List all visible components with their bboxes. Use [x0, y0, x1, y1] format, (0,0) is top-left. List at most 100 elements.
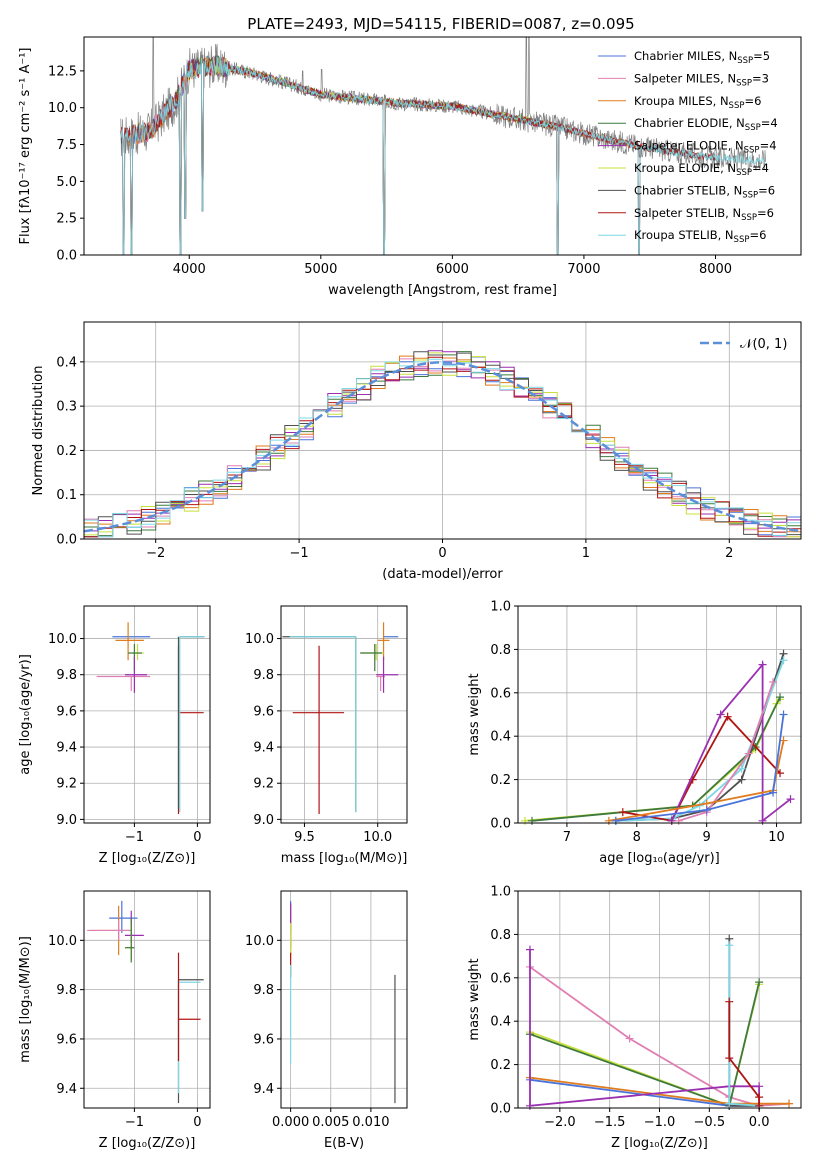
panel-age_vs_Z: −1 0 9.0 9.2 9.4 9.6 9.8 10.0 Z [log₁₀(Z/Z⊙)] age…	[18, 605, 211, 866]
y-tick-label: 9.6	[56, 1032, 77, 1047]
errorbar-point	[376, 656, 399, 693]
errorbar-point	[179, 636, 205, 813]
errorbar-point	[360, 643, 383, 672]
errorbar-point	[115, 622, 144, 661]
y-tick-label: 10.0	[48, 632, 77, 647]
weight-marker	[618, 808, 627, 817]
x-tick-label: −1.0	[644, 1115, 676, 1130]
x-tick-label: −1	[125, 830, 144, 845]
x-tick-label: −1.5	[594, 1115, 626, 1130]
legend-label: 𝒩(0, 1)	[740, 337, 787, 352]
legend-label: Kroupa ELODIE, NSSP=4	[634, 161, 769, 178]
y-tick-label: 0.6	[490, 971, 511, 986]
legend-label: Chabrier STELIB, NSSP=6	[634, 183, 775, 200]
errorbar-point	[289, 636, 357, 813]
y-tick-label: 0.0	[56, 533, 77, 548]
weight-marker	[769, 677, 778, 686]
y-tick-label: 9.0	[56, 813, 77, 828]
x-tick-label: 7000	[567, 262, 600, 277]
figure-title: PLATE=2493, MJD=54115, FIBERID=0087, z=0…	[247, 15, 634, 33]
y-tick-label: 9.2	[56, 777, 77, 792]
y-tick-label: 0.6	[490, 686, 511, 701]
y-tick-label: 9.6	[253, 1032, 274, 1047]
model-spectrum-salpeter_elodie	[175, 56, 558, 255]
y-tick-label: 0.8	[490, 643, 511, 658]
y-tick-label: 12.5	[48, 64, 77, 79]
axes-frame	[83, 36, 802, 256]
errorbar-point	[87, 920, 132, 941]
weight-marker	[758, 660, 767, 669]
x-tick-label: 0	[193, 830, 201, 845]
weight-marker	[725, 1054, 734, 1063]
panel-residuals: −2 −1 0 1 2 0.0 0.1 0.2 0.3 0.4 (data-model)/error…	[31, 321, 802, 582]
y-tick-label: 0.8	[490, 928, 511, 943]
weight-marker	[755, 1093, 764, 1102]
panel-mass_vs_Z: −1 0 9.4 9.6 9.8 10.0 Z [log₁₀(Z/Z⊙)] mass [log…	[18, 890, 211, 1151]
y-tick-label: 9.8	[56, 983, 77, 998]
x-tick-label: 0.005	[312, 1115, 349, 1130]
weight-marker	[755, 1082, 764, 1091]
errorbar-point	[377, 622, 390, 661]
y-tick-label: 7.5	[56, 138, 77, 153]
y-tick-label: 0.4	[490, 730, 511, 745]
y-tick-label: 0.2	[490, 1058, 511, 1073]
x-axis-label: E(B-V)	[324, 1136, 364, 1151]
weight-marker	[737, 764, 746, 773]
x-tick-label: 0.0	[749, 1115, 770, 1130]
x-tick-label: −2.0	[544, 1115, 576, 1130]
errorbar-point	[109, 900, 138, 933]
x-tick-label: 5000	[304, 262, 337, 277]
weight-marker	[737, 775, 746, 784]
x-tick-label: 9	[703, 830, 711, 845]
gaussian-reference-line	[83, 361, 802, 533]
model-spectrum-kroupa_stelib	[120, 56, 766, 255]
x-tick-label: 0	[438, 546, 446, 561]
y-tick-label: 0.4	[56, 355, 77, 370]
weight-marker	[744, 749, 753, 758]
weight-marker	[625, 1034, 634, 1043]
weight-line-chabrier_elodie	[531, 696, 781, 822]
legend-label: Chabrier MILES, NSSP=5	[634, 49, 770, 66]
y-tick-label: 9.4	[56, 1082, 77, 1097]
y-tick-label: 0.0	[56, 249, 77, 264]
weight-marker	[786, 795, 795, 804]
y-axis-label: Flux [fλ10⁻¹⁷ erg cm⁻² s⁻¹ A⁻¹]	[18, 48, 33, 245]
x-tick-label: −2	[146, 546, 165, 561]
y-tick-label: 9.4	[253, 1082, 274, 1097]
weight-marker	[723, 712, 732, 721]
errorbar-point	[96, 675, 151, 691]
x-axis-label: mass [log₁₀(M/M⊙)]	[281, 851, 408, 866]
errorbar-point	[124, 918, 135, 963]
panel-age_vs_mass: 9.5 10.0 9.0 9.2 9.4 9.6 9.8 10.0 mass [log₁₀(M/…	[245, 605, 408, 866]
weight-marker	[604, 816, 613, 825]
y-tick-label: 9.4	[253, 741, 274, 756]
errorbar-point	[128, 643, 142, 672]
weight-marker	[769, 788, 778, 797]
y-tick-label: 2.5	[56, 212, 77, 227]
y-tick-label: 0.0	[490, 817, 511, 832]
errorbar-point	[361, 643, 384, 661]
weight-marker	[725, 997, 734, 1006]
model-spectrum-chabrier_miles	[128, 54, 637, 255]
y-tick-label: 5.0	[56, 175, 77, 190]
weight-marker	[785, 1099, 794, 1108]
weight-marker	[527, 816, 536, 825]
x-tick-label: 2	[725, 546, 733, 561]
legend-label: Salpeter ELODIE, NSSP=4	[634, 139, 777, 156]
weight-line-salpeter_stelib	[728, 1001, 760, 1106]
weight-line-salpeter_miles	[678, 681, 774, 822]
weight-marker	[725, 1099, 734, 1108]
y-axis-label: Normed distribution	[31, 366, 46, 496]
errorbar-point	[292, 645, 344, 814]
weight-line-kroupa_stelib	[728, 945, 760, 1107]
errorbar-point	[124, 923, 135, 961]
model-spectrum-kroupa_miles	[128, 56, 637, 255]
axes-frame	[280, 605, 408, 824]
weight-marker	[716, 710, 725, 719]
y-axis-label: mass weight	[467, 673, 482, 755]
model-spectrum-salpeter_miles	[128, 56, 637, 255]
model-spectrum-chabrier_elodie	[175, 55, 558, 255]
errorbar-point	[131, 643, 144, 661]
panel-weight_vs_age: 7 8 9 10 0.0 0.2 0.4 0.6 0.8 1.0 age [log₁₀(age/yr…	[467, 600, 802, 866]
